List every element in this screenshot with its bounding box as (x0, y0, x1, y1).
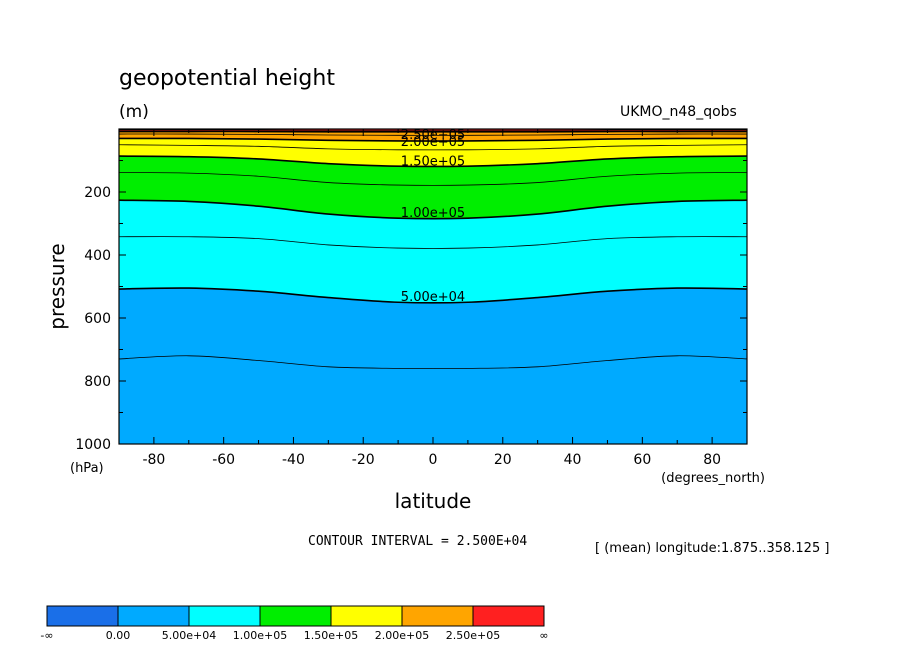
contour-label: 2.00e+05 (401, 135, 465, 150)
contour-line (119, 355, 747, 369)
colorbar-label: 2.00e+05 (375, 629, 429, 642)
y-tick-label: 200 (84, 185, 111, 201)
dataset-label: UKMO_n48_qobs (620, 104, 737, 120)
contour-line (119, 144, 747, 151)
contour-line (119, 236, 747, 249)
y-tick-label: 600 (84, 311, 111, 327)
x-tick-label: -40 (282, 452, 305, 468)
contour-line (119, 155, 747, 168)
colorbar-label: 1.50e+05 (304, 629, 358, 642)
colorbar-label: ∞ (539, 629, 548, 642)
colorbar: -∞ 0.00 5.00e+04 1.00e+05 1.50e+05 2.00e+05 2.… (40, 605, 549, 642)
y-axis-units: (hPa) (70, 461, 104, 476)
x-axis-label: latitude (395, 489, 472, 513)
contour-label: 5.00e+04 (401, 290, 465, 305)
contour-line (119, 287, 747, 304)
contour-label: 1.00e+05 (401, 206, 465, 221)
y-tick-label: 800 (84, 374, 111, 390)
x-axis-units: (degrees_north) (661, 471, 765, 486)
averaging-note: [ (mean) longitude:1.875..358.125 ] (595, 541, 830, 556)
colorbar-label: 2.50e+05 (446, 629, 500, 642)
colorbar-swatch (117, 605, 190, 627)
contour-labels: 5.00e+041.00e+051.50e+052.00e+052.50e+05 (401, 128, 465, 305)
x-tick-label: -20 (352, 452, 375, 468)
chart-title: geopotential height (119, 66, 335, 91)
y-axis-label: pressure (45, 243, 69, 329)
colorbar-swatch (472, 605, 545, 627)
x-tick-label: 80 (703, 452, 721, 468)
colorbar-swatch (259, 605, 332, 627)
colorbar-label: 5.00e+04 (162, 629, 216, 642)
colorbar-swatch (46, 605, 119, 627)
colorbar-label: -∞ (40, 629, 53, 642)
x-tick-label: 60 (633, 452, 651, 468)
colorbar-label: 1.00e+05 (233, 629, 287, 642)
x-tick-label: -80 (142, 452, 165, 468)
contour-line (119, 172, 747, 186)
axes: -80 -60 -40 -20 0 20 40 60 80 200 400 600 800 1000 lat… (45, 129, 765, 513)
x-tick-label: 0 (429, 452, 438, 468)
colorbar-label: 0.00 (106, 629, 131, 642)
chart-units: (m) (119, 102, 149, 122)
colorbar-swatch (401, 605, 474, 627)
y-tick-label: 1000 (75, 437, 111, 453)
contour-line (119, 199, 747, 220)
x-tick-label: -60 (212, 452, 235, 468)
contour-line (119, 137, 747, 142)
y-tick-label: 400 (84, 248, 111, 264)
colorbar-swatch (330, 605, 403, 627)
contour-label: 1.50e+05 (401, 155, 465, 170)
contour-interval: CONTOUR INTERVAL = 2.500E+04 (308, 534, 528, 549)
colorbar-swatch (188, 605, 261, 627)
x-tick-label: 40 (564, 452, 582, 468)
x-tick-label: 20 (494, 452, 512, 468)
